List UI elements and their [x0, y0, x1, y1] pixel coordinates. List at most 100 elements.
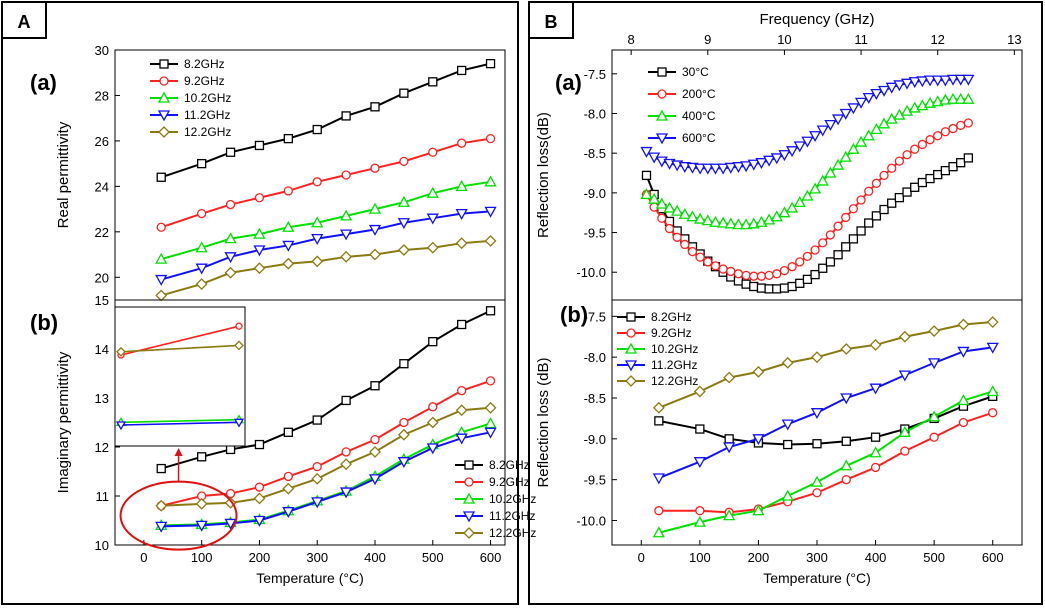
legend-label: 8.2GHz: [184, 57, 225, 71]
y-tick-label: 14: [95, 342, 109, 357]
data-point: [428, 147, 438, 157]
data-point: [311, 497, 324, 509]
inset-point: [115, 421, 127, 431]
data-point: [710, 261, 721, 271]
data-point: [848, 204, 859, 214]
x-tick-label: 0: [140, 550, 147, 565]
legend-B_b: 8.2GHz 9.2GHz 10.2GHz 11.2GHz 12.2GHz: [617, 310, 698, 388]
legend-marker: [626, 328, 636, 338]
data-point: [671, 204, 684, 216]
data-point: [428, 77, 438, 87]
data-point: [253, 515, 266, 527]
data-point: [680, 239, 690, 250]
data-point: [657, 213, 667, 223]
data-point: [717, 216, 730, 228]
data-point: [841, 475, 851, 485]
data-point: [747, 159, 760, 171]
data-point: [756, 271, 767, 281]
legend-marker: [464, 460, 474, 470]
y-tick-label: 11: [96, 489, 110, 504]
data-point: [910, 144, 920, 154]
legend-label: 9.2GHz: [489, 475, 530, 489]
data-point: [701, 214, 714, 226]
data-point: [816, 125, 829, 137]
data-point: [253, 245, 266, 257]
y-tick-label: 15: [95, 293, 109, 308]
legend-label: 400°C: [682, 109, 716, 123]
data-point: [457, 65, 467, 76]
data-point: [898, 425, 911, 437]
data-point: [399, 359, 409, 369]
data-point: [723, 371, 736, 384]
legend-label: 12.2GHz: [651, 374, 698, 388]
data-point: [652, 473, 665, 485]
data-point: [693, 457, 706, 469]
series-line-9.2GHz: [160, 379, 491, 507]
data-point: [253, 227, 266, 239]
data-point: [484, 175, 497, 187]
data-point: [779, 283, 790, 293]
data-point: [678, 207, 691, 219]
data-point: [654, 506, 664, 516]
data-point: [311, 233, 324, 245]
data-point: [370, 102, 380, 112]
data-point: [397, 244, 410, 256]
y-tick-label: 24: [95, 179, 109, 194]
x-tick-label: 400: [865, 550, 887, 565]
data-point: [195, 497, 208, 510]
x-tick-label: 10: [777, 32, 791, 47]
inset-point: [234, 340, 244, 351]
data-point: [812, 488, 822, 498]
legend-label: 12.2GHz: [184, 125, 231, 139]
panel-b-frame: [528, 1, 1043, 605]
data-point: [455, 237, 468, 250]
data-point: [640, 188, 653, 200]
inset-line-10.2GHz: [120, 418, 240, 424]
data-point: [900, 78, 914, 90]
data-point: [783, 439, 793, 450]
data-point: [958, 417, 969, 428]
x-tick-label: 11: [854, 32, 868, 47]
data-point: [426, 213, 439, 225]
data-point: [946, 74, 960, 86]
data-point: [871, 178, 882, 188]
legend-label: 10.2GHz: [651, 342, 698, 356]
series-line-9.2GHz: [658, 411, 994, 514]
data-point: [840, 459, 853, 471]
data-point: [841, 212, 851, 223]
data-point: [156, 222, 166, 232]
data-point: [695, 506, 705, 516]
data-point: [341, 111, 351, 121]
data-point: [808, 182, 822, 194]
data-point: [253, 262, 266, 275]
data-point: [648, 192, 661, 204]
data-point: [986, 385, 999, 397]
data-point: [282, 507, 295, 519]
legend-label: 9.2GHz: [651, 326, 692, 340]
data-point: [732, 162, 745, 174]
data-point: [695, 424, 705, 434]
data-point: [928, 358, 941, 370]
x-tick-label: 400: [364, 550, 386, 565]
data-point: [640, 146, 653, 158]
y-tick-label: -7.5: [584, 67, 606, 82]
data-point: [847, 103, 860, 115]
data-point: [900, 104, 914, 116]
data-point: [940, 165, 951, 176]
data-point: [718, 264, 728, 274]
data-point: [810, 269, 820, 280]
data-point: [812, 439, 822, 449]
data-point: [848, 234, 859, 244]
data-point: [428, 402, 438, 412]
data-point: [397, 457, 410, 469]
data-point: [854, 97, 868, 109]
legend-label: 11.2GHz: [651, 358, 697, 372]
data-point: [484, 417, 497, 429]
data-point: [695, 252, 705, 262]
legend-marker: [657, 89, 667, 99]
y-tick-label: 30: [95, 43, 109, 58]
data-point: [732, 218, 745, 230]
data-point: [856, 226, 866, 236]
data-point: [155, 274, 168, 286]
data-point: [283, 133, 293, 144]
